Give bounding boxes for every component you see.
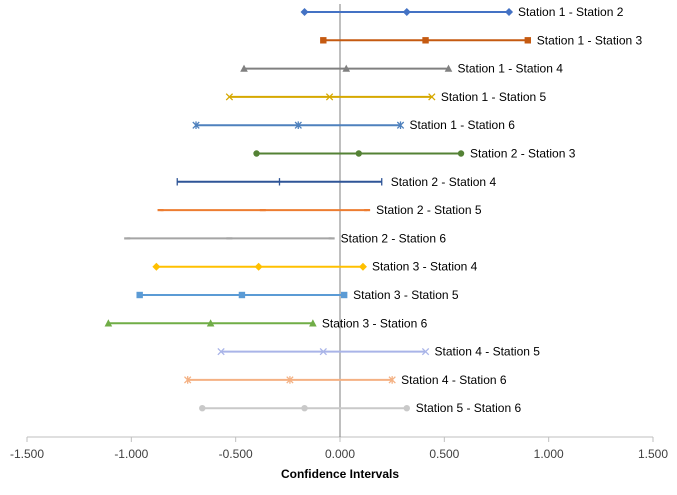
- data-point: [444, 64, 453, 72]
- data-point: [240, 64, 248, 72]
- data-point: [206, 319, 215, 327]
- data-point: [340, 291, 348, 299]
- interval-series: Station 2 - Station 4: [176, 175, 497, 189]
- interval-series: Station 1 - Station 4: [240, 62, 563, 76]
- data-point: [294, 121, 302, 129]
- data-point: [320, 37, 327, 44]
- data-point: [396, 121, 405, 129]
- x-tick-label: -1.000: [114, 447, 148, 461]
- data-point: [217, 347, 225, 356]
- series-label: Station 1 - Station 6: [410, 118, 516, 132]
- series-label: Station 2 - Station 4: [391, 175, 497, 189]
- data-point: [104, 319, 113, 327]
- x-tick-label: 0.000: [325, 447, 355, 461]
- data-point: [421, 347, 430, 356]
- interval-series: Station 2 - Station 3: [253, 147, 576, 161]
- plot-area: -1.500 -1.000 -0.500 0.000 0.500 1.000 1.500 St…: [10, 4, 668, 461]
- interval-series: Station 1 - Station 5: [225, 90, 547, 104]
- interval-series: Station 1 - Station 3: [320, 33, 643, 47]
- x-tick-label: -0.500: [219, 447, 253, 461]
- interval-series: Station 4 - Station 6: [184, 373, 507, 387]
- data-point: [136, 291, 143, 299]
- data-point: [403, 405, 410, 412]
- series-label: Station 2 - Station 6: [341, 231, 447, 245]
- data-point: [358, 262, 367, 271]
- interval-series: Station 1 - Station 2: [300, 5, 624, 19]
- x-tick-label: 1.500: [638, 447, 668, 461]
- series-label: Station 1 - Station 3: [537, 33, 643, 47]
- interval-series: Station 1 - Station 6: [192, 118, 516, 132]
- data-point: [422, 37, 429, 44]
- series-label: Station 4 - Station 5: [435, 345, 541, 359]
- interval-series: Station 3 - Station 6: [104, 316, 428, 330]
- data-point: [309, 319, 317, 327]
- data-point: [325, 93, 334, 101]
- data-point: [388, 376, 396, 384]
- series-label: Station 5 - Station 6: [416, 401, 522, 415]
- interval-series: Station 5 - Station 6: [199, 401, 521, 415]
- series-label: Station 4 - Station 6: [401, 373, 507, 387]
- data-point: [199, 405, 206, 412]
- data-point: [254, 262, 263, 271]
- interval-series: Station 2 - Station 6: [124, 231, 446, 245]
- series-label: Station 1 - Station 5: [441, 90, 547, 104]
- x-tick-label: 1.000: [534, 447, 564, 461]
- data-point: [428, 93, 436, 101]
- series-label: Station 1 - Station 4: [458, 62, 564, 76]
- data-point: [505, 8, 514, 16]
- series-label: Station 3 - Station 5: [353, 288, 459, 302]
- series-label: Station 3 - Station 4: [372, 260, 478, 274]
- data-point: [402, 8, 411, 16]
- x-tick-label: 0.500: [429, 447, 459, 461]
- interval-series: Station 3 - Station 5: [136, 288, 459, 302]
- data-point: [342, 64, 351, 72]
- series-label: Station 2 - Station 3: [470, 147, 576, 161]
- series-label: Station 3 - Station 6: [322, 316, 428, 330]
- data-point: [225, 93, 234, 101]
- data-point: [524, 37, 531, 44]
- data-point: [286, 376, 294, 384]
- interval-series: Station 2 - Station 5: [157, 203, 482, 217]
- data-point: [355, 150, 362, 157]
- data-point: [300, 8, 309, 16]
- interval-series: Station 3 - Station 4: [152, 260, 478, 274]
- x-axis-title: Confidence Intervals: [281, 467, 399, 481]
- data-point: [184, 376, 192, 384]
- data-point: [152, 262, 161, 271]
- data-point: [192, 121, 200, 129]
- x-tick-label: -1.500: [10, 447, 44, 461]
- series-label: Station 1 - Station 2: [518, 5, 624, 19]
- series-label: Station 2 - Station 5: [376, 203, 482, 217]
- data-point: [457, 150, 465, 157]
- data-point: [301, 405, 308, 412]
- data-point: [319, 347, 327, 356]
- interval-series: Station 4 - Station 5: [217, 345, 541, 359]
- data-point: [253, 150, 260, 157]
- data-point: [238, 291, 246, 299]
